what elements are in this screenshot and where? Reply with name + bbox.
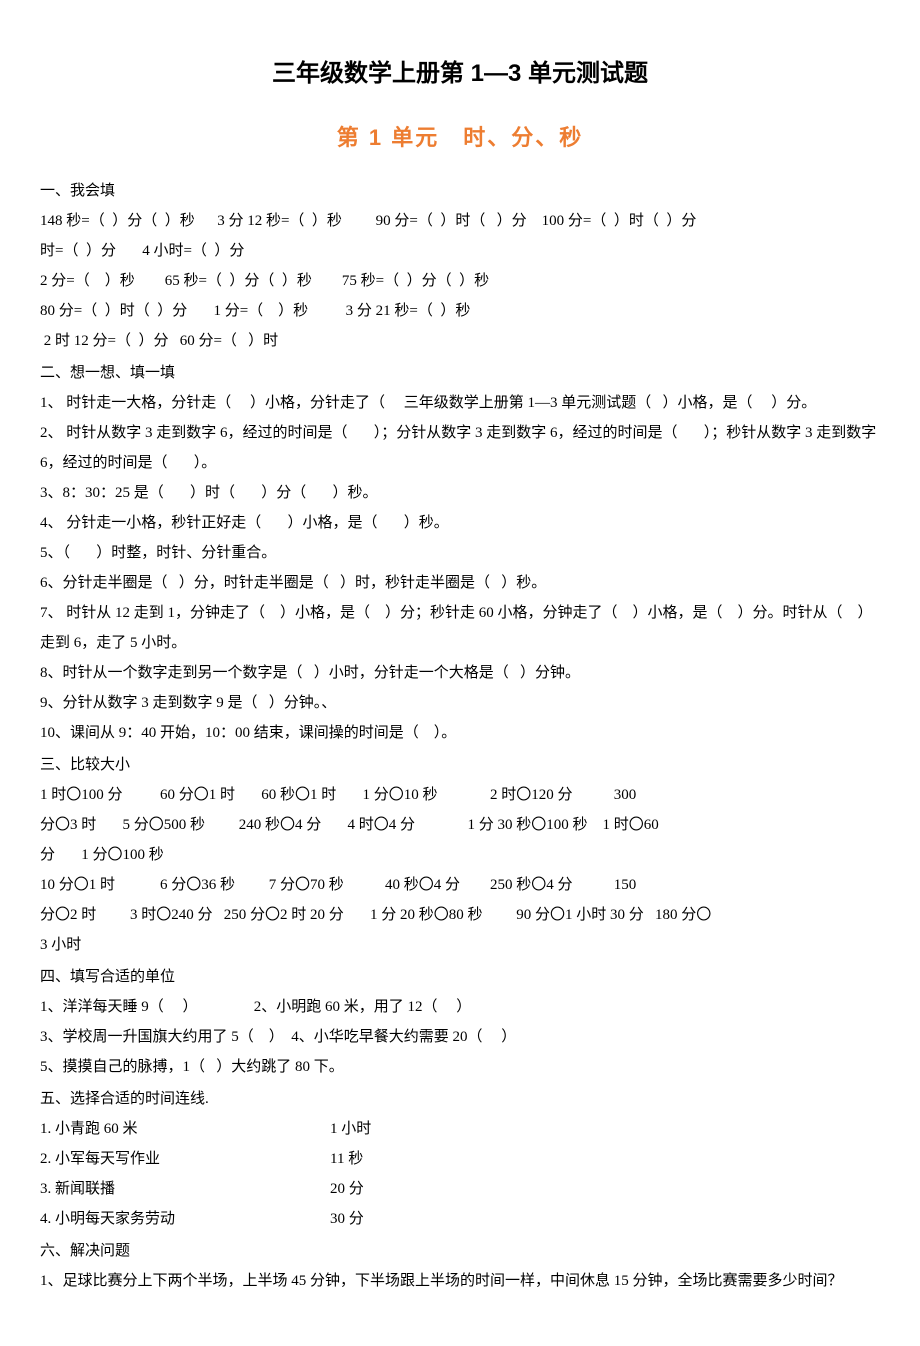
s2-line-1: 1、 时针走一大格，分针走（ ）小格，分针走了（ 三年级数学上册第 1—3 单元…: [40, 388, 880, 418]
section-5-head: 五、选择合适的时间连线.: [40, 1084, 880, 1114]
match-left-2: 2. 小军每天写作业: [40, 1144, 330, 1174]
s4-line-1: 1、洋洋每天睡 9（ ） 2、小明跑 60 米，用了 12（ ）: [40, 992, 880, 1022]
s3-line-6: 3 小时: [40, 930, 880, 960]
match-row-4: 4. 小明每天家务劳动 30 分: [40, 1204, 880, 1234]
section-4-head: 四、填写合适的单位: [40, 962, 880, 992]
match-left-3: 3. 新闻联播: [40, 1174, 330, 1204]
unit-subtitle: 第 1 单元 时、分、秒: [40, 116, 880, 160]
match-left-4: 4. 小明每天家务劳动: [40, 1204, 330, 1234]
s3-line-4: 10 分〇1 时 6 分〇36 秒 7 分〇70 秒 40 秒〇4 分 250 …: [40, 870, 880, 900]
s2-line-10: 10、课间从 9：40 开始，10：00 结束，课间操的时间是（ ）。: [40, 718, 880, 748]
s1-line-1: 148 秒=（ ）分（ ）秒 3 分 12 秒=（ ）秒 90 分=（ ）时（ …: [40, 206, 880, 236]
s6-line-1: 1、足球比赛分上下两个半场，上半场 45 分钟，下半场跟上半场的时间一样，中间休…: [40, 1266, 880, 1296]
s2-line-3: 3、8：30：25 是（ ）时（ ）分（ ）秒。: [40, 478, 880, 508]
s4-line-2: 3、学校周一升国旗大约用了 5（ ） 4、小华吃早餐大约需要 20（ ）: [40, 1022, 880, 1052]
section-2-head: 二、想一想、填一填: [40, 358, 880, 388]
s2-line-8: 8、时针从一个数字走到另一个数字是（ ）小时，分针走一个大格是（ ）分钟。: [40, 658, 880, 688]
s2-line-6: 6、分针走半圈是（ ）分，时针走半圈是（ ）时，秒针走半圈是（ ）秒。: [40, 568, 880, 598]
match-right-2: 11 秒: [330, 1144, 880, 1174]
s3-line-2: 分〇3 时 5 分〇500 秒 240 秒〇4 分 4 时〇4 分 1 分 30…: [40, 810, 880, 840]
section-6-head: 六、解决问题: [40, 1236, 880, 1266]
match-right-3: 20 分: [330, 1174, 880, 1204]
s1-line-3: 2 分=（ ）秒 65 秒=（ ）分（ ）秒 75 秒=（ ）分（ ）秒: [40, 266, 880, 296]
match-row-2: 2. 小军每天写作业 11 秒: [40, 1144, 880, 1174]
s2-line-4: 4、 分针走一小格，秒针正好走（ ）小格，是（ ）秒。: [40, 508, 880, 538]
s1-line-5: 2 时 12 分=（ ）分 60 分=（ ）时: [40, 326, 880, 356]
section-3-head: 三、比较大小: [40, 750, 880, 780]
s2-line-7: 7、 时针从 12 走到 1，分钟走了（ ）小格，是（ ）分；秒针走 60 小格…: [40, 598, 880, 658]
match-row-3: 3. 新闻联播 20 分: [40, 1174, 880, 1204]
s3-line-1: 1 时〇100 分 60 分〇1 时 60 秒〇1 时 1 分〇10 秒 2 时…: [40, 780, 880, 810]
page-title: 三年级数学上册第 1—3 单元测试题: [40, 50, 880, 98]
s4-line-3: 5、摸摸自己的脉搏，1（ ）大约跳了 80 下。: [40, 1052, 880, 1082]
match-right-4: 30 分: [330, 1204, 880, 1234]
match-right-1: 1 小时: [330, 1114, 880, 1144]
match-row-1: 1. 小青跑 60 米 1 小时: [40, 1114, 880, 1144]
s1-line-4: 80 分=（ ）时（ ）分 1 分=（ ）秒 3 分 21 秒=（ ）秒: [40, 296, 880, 326]
s3-line-5: 分〇2 时 3 时〇240 分 250 分〇2 时 20 分 1 分 20 秒〇…: [40, 900, 880, 930]
s3-line-3: 分 1 分〇100 秒: [40, 840, 880, 870]
section-1-head: 一、我会填: [40, 176, 880, 206]
s2-line-2: 2、 时针从数字 3 走到数字 6，经过的时间是（ ）；分针从数字 3 走到数字…: [40, 418, 880, 478]
s2-line-9: 9、分针从数字 3 走到数字 9 是（ ）分钟。、: [40, 688, 880, 718]
match-left-1: 1. 小青跑 60 米: [40, 1114, 330, 1144]
s1-line-2: 时=（ ）分 4 小时=（ ）分: [40, 236, 880, 266]
s2-line-5: 5、（ ）时整，时针、分针重合。: [40, 538, 880, 568]
